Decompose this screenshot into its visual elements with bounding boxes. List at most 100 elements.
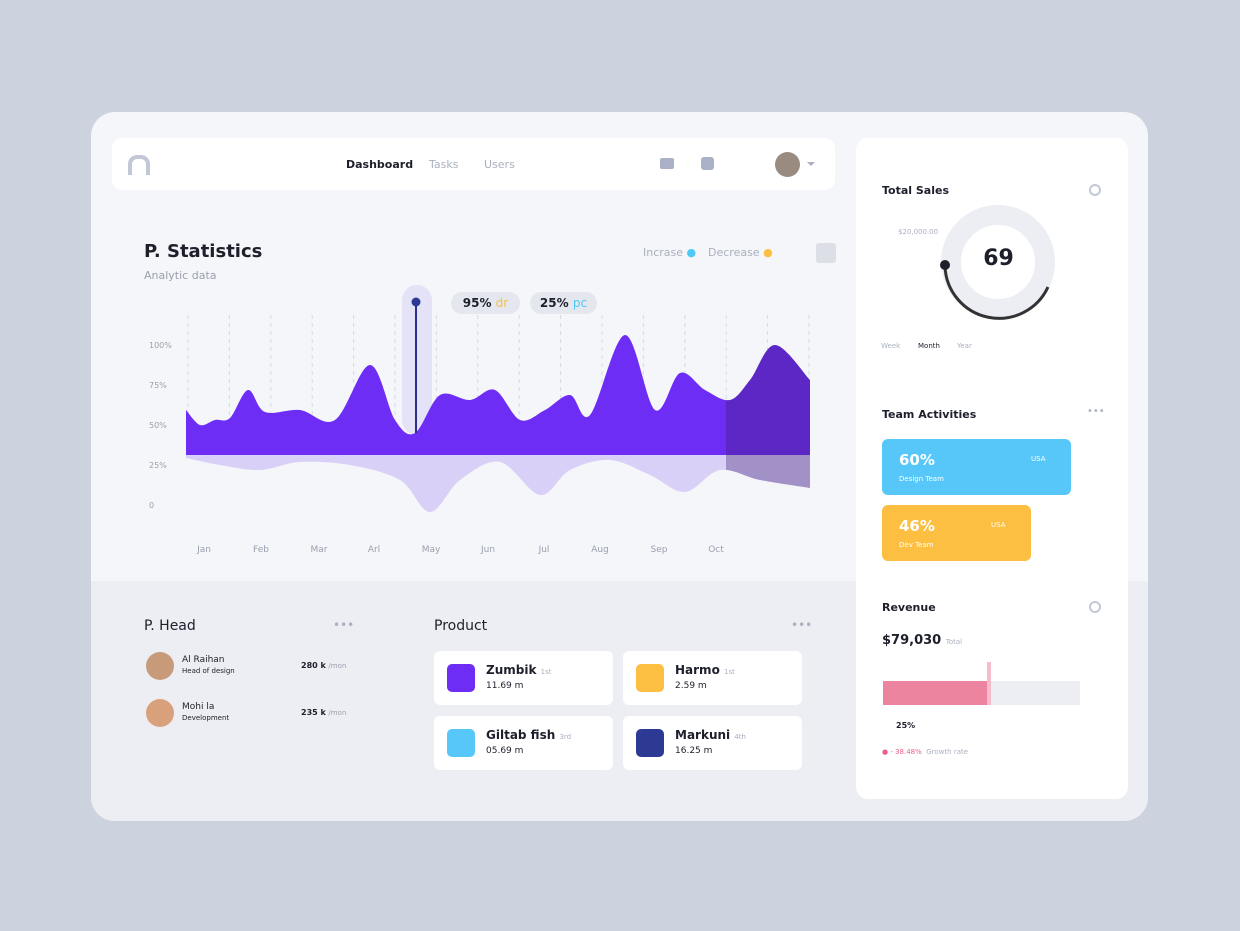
sales-amount: $20,000.00	[898, 228, 939, 236]
product-name: Harmo 1st	[675, 663, 735, 677]
product-icon	[636, 664, 664, 692]
team-region: USA	[991, 521, 1006, 529]
y-label: 0	[149, 501, 155, 510]
stats-subtitle: Analytic data	[144, 269, 217, 282]
badge-tag: pc	[572, 296, 588, 310]
nav-bar	[112, 138, 835, 190]
product-size: 05.69 m	[486, 746, 524, 756]
more-button[interactable]: •••	[333, 618, 355, 632]
name: Markuni	[675, 728, 731, 742]
product-name: Markuni 4th	[675, 728, 746, 742]
increase-area	[186, 334, 810, 455]
person-avatar	[146, 699, 174, 727]
rank: 3rd	[559, 733, 572, 741]
team-card[interactable]	[882, 505, 1031, 561]
tab[interactable]: Week	[881, 342, 901, 350]
x-label: Sep	[650, 545, 668, 555]
team-percent: 60%	[899, 451, 935, 469]
badge: 25% pc	[530, 292, 597, 314]
stats-title: P. Statistics	[144, 241, 263, 262]
team-name: Design Team	[899, 475, 944, 483]
cursor-dot	[411, 297, 421, 307]
product-size: 11.69 m	[486, 681, 524, 691]
revenue-amount: $79,030 Total	[882, 633, 962, 648]
y-label: 100%	[149, 341, 172, 350]
x-label: Jan	[197, 545, 211, 555]
value: 280 k	[301, 661, 326, 670]
refresh-icon[interactable]	[1089, 601, 1101, 613]
legend-label: Incrase	[643, 246, 684, 259]
team-region: USA	[1031, 455, 1046, 463]
value: 235 k	[301, 708, 326, 717]
x-label: Arl	[367, 545, 381, 555]
growth-label: Growth rate	[926, 748, 969, 756]
name: Harmo	[675, 663, 720, 677]
legend-label: Decrease	[708, 246, 760, 259]
person-value: 235 k /mon	[301, 708, 346, 717]
chat-icon[interactable]	[660, 158, 674, 169]
sales-value: 69	[983, 246, 1014, 271]
refresh-icon[interactable]	[1089, 184, 1101, 196]
dropdown-caret[interactable]	[807, 162, 815, 170]
sales-title: Total Sales	[882, 184, 950, 197]
logo	[128, 155, 150, 175]
nav-item[interactable]: Dashboard	[346, 158, 414, 171]
nav-item[interactable]: Users	[484, 158, 515, 171]
legend-item: Decrease ●	[708, 246, 773, 259]
badge-tag: dr	[495, 296, 509, 310]
nav-item[interactable]: Tasks	[429, 158, 459, 171]
revenue-marker	[987, 662, 991, 705]
product-icon	[447, 729, 475, 757]
product-icon	[636, 729, 664, 757]
x-label: Aug	[591, 545, 609, 555]
growth-value: - 38.48%	[890, 748, 922, 756]
revenue-title: Revenue	[882, 601, 936, 614]
name: Giltab fish	[486, 728, 556, 742]
rank: 1st	[724, 668, 735, 676]
amount-label: Total	[945, 638, 963, 646]
person-value: 280 k /mon	[301, 661, 346, 670]
x-label: Mar	[310, 545, 328, 555]
person-name: Mohi la	[182, 702, 215, 712]
product-name: Zumbik 1st	[486, 663, 551, 677]
more-button[interactable]: •••	[791, 618, 813, 632]
team-name: Dev Team	[899, 541, 934, 549]
head-title: P. Head	[144, 618, 196, 634]
x-label: May	[421, 545, 441, 555]
product-size: 2.59 m	[675, 681, 707, 691]
rank: 1st	[540, 668, 552, 676]
wave-chart	[186, 285, 810, 512]
person-role: Head of design	[182, 667, 235, 675]
avatar[interactable]	[775, 152, 800, 177]
x-label: Feb	[253, 545, 269, 555]
more-button[interactable]: •••	[1087, 406, 1105, 417]
note-icon[interactable]	[701, 157, 714, 170]
person-role: Development	[182, 714, 230, 722]
tab[interactable]: Year	[957, 342, 972, 350]
product-size: 16.25 m	[675, 746, 713, 756]
growth: ● - 38.48% Growth rate	[882, 748, 969, 756]
person-name: Al Raihan	[182, 655, 225, 665]
y-label: 50%	[149, 421, 167, 430]
badge-value: 95%	[462, 296, 492, 310]
rank: 4th	[734, 733, 746, 741]
legend-item: Incrase ●	[643, 246, 697, 259]
team-title: Team Activities	[882, 408, 977, 421]
tab[interactable]: Month	[918, 342, 940, 350]
team-percent: 46%	[899, 517, 935, 535]
y-label: 25%	[149, 461, 167, 470]
team-card[interactable]	[882, 439, 1071, 495]
revenue-percent: 25%	[896, 721, 916, 730]
dashboard: Dashboard Tasks Users P. Statistics Anal…	[91, 112, 1148, 821]
badge-value: 25%	[539, 296, 569, 310]
options-button[interactable]	[816, 243, 836, 263]
decrease-area	[186, 455, 810, 512]
x-label: Oct	[708, 545, 724, 555]
unit: /mon	[328, 662, 347, 670]
revenue-bar	[883, 681, 991, 705]
x-label: Jul	[538, 545, 550, 555]
y-label: 75%	[149, 381, 167, 390]
product-name: Giltab fish 3rd	[486, 728, 571, 742]
person-avatar	[146, 652, 174, 680]
